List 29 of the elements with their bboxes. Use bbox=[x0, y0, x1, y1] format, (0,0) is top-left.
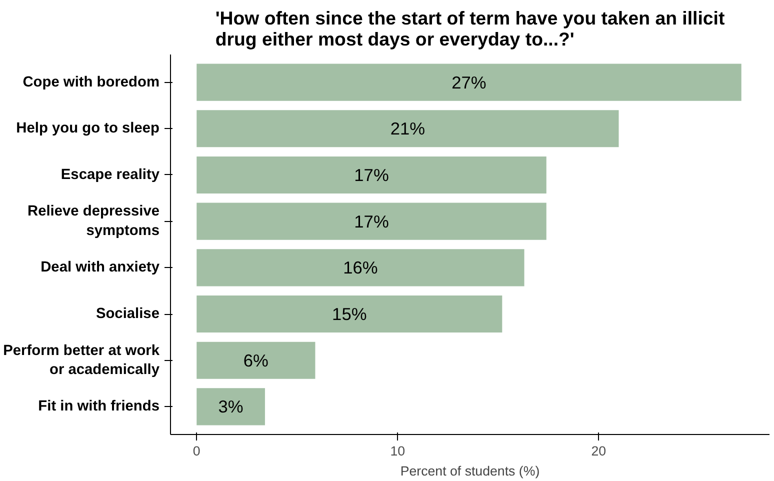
data-label: 17% bbox=[354, 164, 389, 185]
data-label: 15% bbox=[332, 304, 367, 324]
y-tick-label: Socialise bbox=[96, 306, 160, 322]
x-tick-label: 20 bbox=[591, 444, 606, 458]
bar bbox=[196, 64, 742, 101]
bar bbox=[196, 110, 619, 148]
x-tick-label: 0 bbox=[192, 444, 200, 458]
bar bbox=[196, 388, 265, 426]
y-tick-label: Relieve depressive symptoms bbox=[28, 204, 160, 239]
x-axis-title: Percent of students (%) bbox=[400, 464, 540, 478]
bar bbox=[196, 156, 546, 194]
bar bbox=[196, 295, 502, 333]
data-label: 6% bbox=[243, 350, 268, 370]
bar bbox=[196, 342, 316, 379]
bar bbox=[196, 202, 546, 240]
y-tick-label: Help you go to sleep bbox=[16, 120, 160, 137]
y-tick-label: Cope with boredom bbox=[22, 74, 160, 90]
chart-title: 'How often since the start of term have you taken an illicit drug either most days or everyday to...?' bbox=[215, 8, 725, 50]
data-label: 27% bbox=[452, 72, 486, 92]
data-label: 21% bbox=[390, 118, 426, 139]
data-label: 3% bbox=[218, 396, 244, 417]
bar bbox=[196, 249, 524, 286]
y-tick-label: Perform better at work or academically bbox=[3, 342, 160, 378]
data-label: 16% bbox=[343, 258, 378, 278]
y-tick-label: Escape reality bbox=[60, 166, 160, 183]
x-tick-label: 10 bbox=[390, 444, 406, 458]
data-label: 17% bbox=[354, 211, 389, 232]
y-tick-label: Deal with anxiety bbox=[40, 260, 160, 276]
y-tick-label: Fit in with friends bbox=[38, 398, 160, 415]
